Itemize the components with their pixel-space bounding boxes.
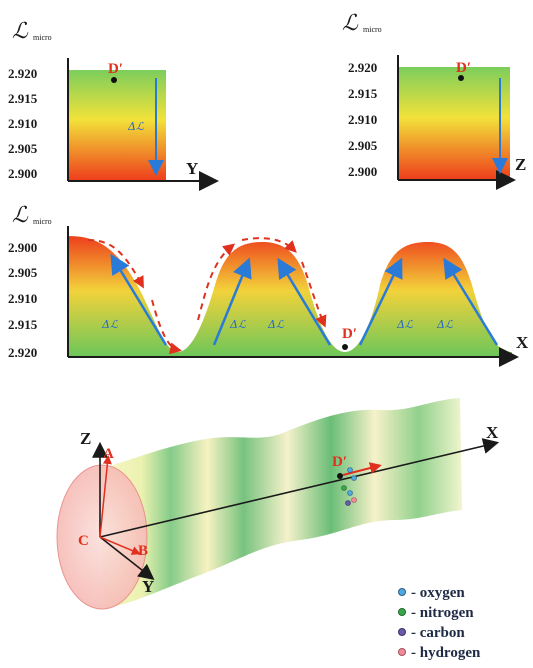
- legend-marker-oxygen: [398, 588, 406, 596]
- legend-marker-nitrogen: [398, 608, 406, 616]
- legend-label-carbon: - carbon: [411, 625, 465, 641]
- panel-top-left: ℒ micro 2.920 2.915 2.910 2.905 2.900 Y …: [8, 19, 219, 191]
- panel-top-right-ylabel: ℒ: [342, 11, 359, 36]
- panel-top-left-axis-label: Y: [186, 159, 198, 178]
- atom-carbon: [345, 500, 351, 506]
- panel-middle-tick-2: 2.910: [8, 291, 37, 306]
- panel-top-left-surface: [68, 70, 166, 180]
- panel-top-left-tick-2: 2.910: [8, 116, 37, 131]
- panel-top-left-ylabel-sub: micro: [33, 33, 52, 42]
- atom-nitrogen: [341, 485, 347, 491]
- panel-middle-flow-arrows: [87, 237, 327, 355]
- panel-middle-tick-3: 2.915: [8, 317, 38, 332]
- scene-point-d: [337, 473, 343, 479]
- scene-label-a: A: [103, 446, 114, 462]
- scene-d-direction: [342, 462, 382, 476]
- panel-middle-point: [342, 344, 348, 350]
- legend-label-hydrogen: - hydrogen: [411, 645, 481, 661]
- scene-label-b: B: [138, 543, 148, 559]
- panel-middle-delta-2: Δℒ: [229, 318, 247, 331]
- atom-oxygen-2: [351, 475, 357, 481]
- panel-top-left-point-label: D′: [108, 61, 123, 77]
- scene-y-axis: [99, 536, 155, 580]
- panel-middle-tick-1: 2.905: [8, 265, 38, 280]
- panel-top-right-tick-3: 2.905: [348, 138, 378, 153]
- legend-item-nitrogen: - nitrogen: [398, 605, 474, 621]
- legend-item-oxygen: - oxygen: [398, 585, 465, 601]
- legend-label-nitrogen: - nitrogen: [411, 605, 474, 621]
- panel-middle-delta-5: Δℒ: [436, 318, 454, 331]
- panel-top-right-tick-0: 2.920: [348, 60, 377, 75]
- scene-b-vector: [99, 536, 141, 555]
- panel-middle-delta-1: Δℒ: [101, 318, 119, 331]
- panel-top-right-tick-1: 2.915: [348, 86, 378, 101]
- panel-top-left-delta: Δℒ: [127, 120, 145, 133]
- panel-top-right-tick-4: 2.900: [348, 164, 377, 179]
- scene-z-label: Z: [80, 429, 91, 448]
- legend-marker-hydrogen: [398, 648, 406, 656]
- scene-label-d: D′: [332, 454, 347, 470]
- panel-middle-delta-3: Δℒ: [267, 318, 285, 331]
- panel-top-left-tick-0: 2.920: [8, 66, 37, 81]
- panel-middle-tick-4: 2.920: [8, 345, 37, 360]
- scene-y-label: Y: [142, 577, 154, 596]
- tube-body: [98, 398, 462, 608]
- panel-top-right-axis-label: Z: [515, 155, 526, 174]
- legend-label-oxygen: - oxygen: [411, 585, 465, 601]
- tube-scene: Z X Y A B C D′: [56, 398, 500, 610]
- panel-middle-delta-4: Δℒ: [396, 318, 414, 331]
- scene-label-c: C: [78, 533, 89, 549]
- panel-middle-tick-0: 2.900: [8, 240, 37, 255]
- panel-top-left-point: [111, 77, 117, 83]
- panel-middle-ylabel: ℒ: [12, 203, 29, 228]
- panel-middle-delta-arrows: [110, 253, 499, 346]
- panel-top-left-tick-4: 2.900: [8, 166, 37, 181]
- scene-x-axis: [99, 438, 500, 538]
- panel-top-right-point: [458, 75, 464, 81]
- panel-top-right-surface: [398, 67, 510, 179]
- panel-top-left-tick-3: 2.905: [8, 141, 38, 156]
- panel-top-right: ℒ micro 2.920 2.915 2.910 2.905 2.900 Z …: [342, 11, 526, 190]
- atom-oxygen-1: [347, 467, 353, 473]
- panel-top-left-tick-1: 2.915: [8, 91, 38, 106]
- atom-oxygen-3: [347, 490, 353, 496]
- legend-marker-carbon: [398, 628, 406, 636]
- legend-item-hydrogen: - hydrogen: [398, 645, 481, 661]
- panel-middle-surface: [68, 236, 512, 357]
- panel-middle: ℒ micro 2.900 2.905 2.910 2.915 2.920 X …: [8, 203, 529, 367]
- panel-middle-point-label: D′: [342, 326, 357, 342]
- scene-x-label: X: [486, 423, 499, 442]
- panel-top-right-ylabel-sub: micro: [363, 25, 382, 34]
- legend-item-carbon: - carbon: [398, 625, 465, 641]
- legend: - oxygen - nitrogen - carbon - hydrogen: [398, 585, 481, 661]
- panel-top-right-tick-2: 2.910: [348, 112, 377, 127]
- panel-top-right-point-label: D′: [456, 60, 471, 76]
- panel-top-left-ylabel: ℒ: [12, 19, 29, 44]
- panel-middle-axis-label: X: [516, 333, 529, 352]
- panel-middle-ylabel-sub: micro: [33, 217, 52, 226]
- scene-a-vector: [99, 455, 112, 538]
- atom-hydrogen: [351, 497, 357, 503]
